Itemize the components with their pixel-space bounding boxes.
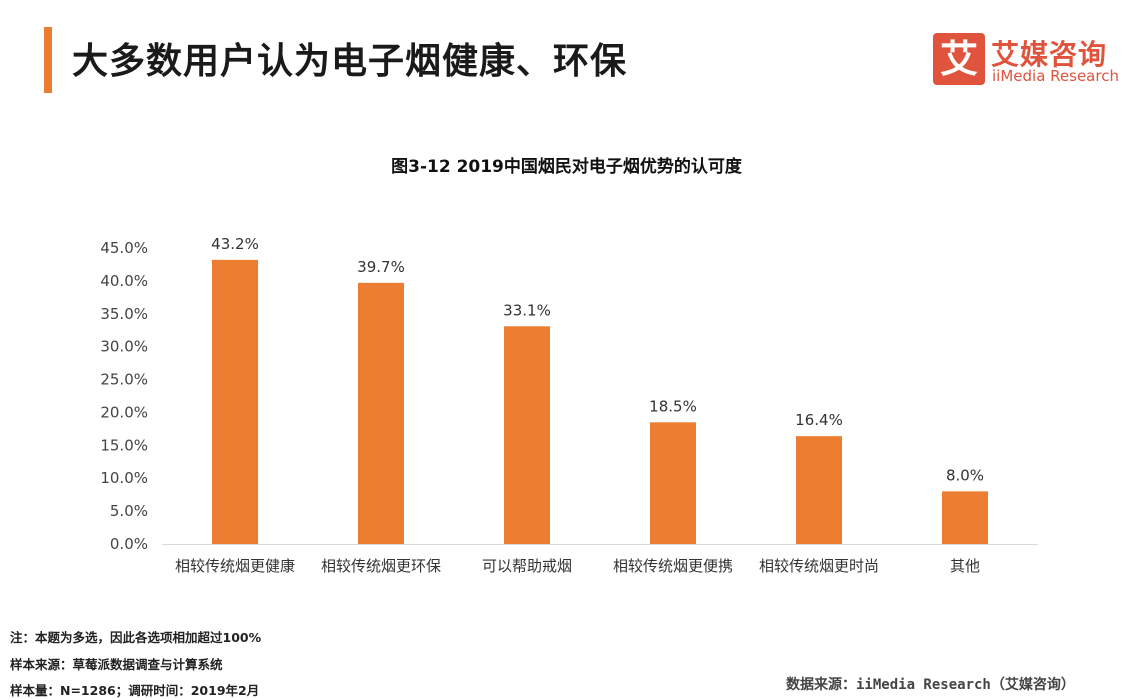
y-tick-label: 35.0% [100,305,148,323]
category-label: 相较传统烟更时尚 [759,557,879,575]
bar [504,326,550,544]
bar [942,491,988,544]
category-label: 相较传统烟更便携 [613,557,733,575]
category-label: 相较传统烟更健康 [175,557,295,575]
title-accent-bar [44,27,52,93]
category-label: 其他 [950,557,980,575]
logo-name-cn: 艾媒咨询 [991,38,1108,71]
page-title: 大多数用户认为电子烟健康、环保 [72,41,628,82]
data-label: 18.5% [649,397,697,415]
logo-name-en: iiMedia Research [992,67,1119,85]
chart-title: 图3-12 2019中国烟民对电子烟优势的认可度 [391,157,742,177]
y-tick-label: 20.0% [100,403,148,421]
y-tick-label: 5.0% [110,502,148,520]
bar [358,282,404,544]
data-label: 8.0% [946,466,984,484]
data-label: 33.1% [503,301,551,319]
y-tick-label: 15.0% [100,436,148,454]
bar [212,259,258,544]
data-source: 数据来源：iiMedia Research（艾媒咨询） [786,677,1075,693]
data-label: 43.2% [211,235,259,253]
footnote-sample-source: 样本来源：草莓派数据调查与计算系统 [10,657,223,672]
bar [650,422,696,544]
category-label: 相较传统烟更环保 [321,557,441,575]
y-tick-label: 0.0% [110,535,148,553]
logo-mark: 艾 [933,33,985,85]
footnote-multi-select: 注：本题为多选，因此各选项相加超过100% [10,630,262,645]
y-tick-label: 40.0% [100,272,148,290]
brand-logo: 艾 艾媒咨询 iiMedia Research [933,33,1123,88]
y-tick-label: 10.0% [100,469,148,487]
category-label: 可以帮助戒烟 [482,557,572,575]
data-label: 16.4% [795,411,843,429]
y-tick-label: 30.0% [100,338,148,356]
bar [796,436,842,544]
footnote-sample-size: 样本量：N=1286；调研时间：2019年2月 [10,683,260,698]
y-tick-label: 25.0% [100,371,148,389]
y-tick-label: 45.0% [100,239,148,257]
data-label: 39.7% [357,258,405,276]
